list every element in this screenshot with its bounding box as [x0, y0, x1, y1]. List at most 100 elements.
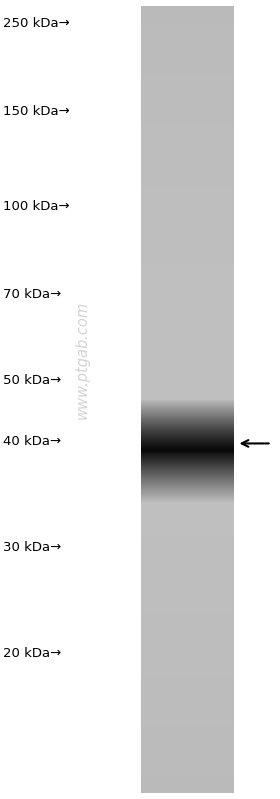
Bar [141, 215, 234, 217]
Bar [141, 169, 234, 172]
Bar [141, 358, 234, 360]
Bar [141, 732, 234, 733]
Bar [141, 696, 234, 698]
Bar [141, 118, 234, 121]
Bar [141, 140, 234, 142]
Bar [141, 627, 234, 630]
Bar [141, 755, 234, 757]
Bar [141, 638, 234, 639]
Text: 100 kDa→: 100 kDa→ [3, 200, 69, 213]
Bar [141, 79, 234, 81]
Bar [141, 6, 234, 8]
Bar [141, 153, 234, 156]
Bar [141, 181, 234, 183]
Bar [141, 771, 234, 773]
Bar [141, 635, 234, 638]
Bar [141, 372, 234, 374]
Bar [141, 152, 234, 153]
Bar [141, 669, 234, 670]
Bar [141, 300, 234, 301]
Bar [141, 411, 234, 413]
Bar [141, 20, 234, 22]
Bar [141, 733, 234, 736]
Bar [141, 566, 234, 569]
Bar [141, 195, 234, 197]
Bar [141, 74, 234, 75]
Bar [141, 663, 234, 665]
Bar [141, 712, 234, 714]
Bar [141, 240, 234, 242]
Bar [141, 765, 234, 767]
Bar [141, 655, 234, 657]
Bar [141, 256, 234, 258]
Bar [141, 301, 234, 303]
Bar [141, 686, 234, 689]
Bar [141, 515, 234, 518]
Bar [141, 775, 234, 777]
Bar [141, 319, 234, 321]
Bar [141, 427, 234, 429]
Bar [141, 187, 234, 189]
Bar [141, 368, 234, 370]
Bar [141, 293, 234, 296]
Bar [141, 616, 234, 618]
Bar [141, 400, 234, 401]
Bar [141, 339, 234, 340]
Bar [141, 456, 234, 459]
Bar [141, 103, 234, 105]
Bar [141, 618, 234, 620]
Bar [141, 417, 234, 419]
Bar [141, 437, 234, 439]
Bar [141, 246, 234, 248]
Bar [141, 561, 234, 562]
Bar [141, 264, 234, 266]
Bar [141, 706, 234, 708]
Bar [141, 763, 234, 765]
Bar [141, 344, 234, 347]
Bar [141, 480, 234, 482]
Bar [141, 415, 234, 417]
Bar [141, 18, 234, 20]
Bar [141, 777, 234, 779]
Bar [141, 598, 234, 600]
Bar [141, 670, 234, 673]
Bar [141, 382, 234, 384]
Bar [141, 55, 234, 58]
Bar [141, 16, 234, 18]
Bar [141, 8, 234, 10]
Bar [141, 380, 234, 382]
Bar [141, 28, 234, 30]
Bar [141, 138, 234, 140]
Bar [141, 471, 234, 472]
Bar [141, 81, 234, 83]
Bar [141, 388, 234, 390]
Bar [141, 498, 234, 499]
Bar [141, 297, 234, 300]
Bar [141, 63, 234, 66]
Bar [141, 207, 234, 209]
Bar [141, 557, 234, 559]
Bar [141, 474, 234, 476]
Bar [141, 769, 234, 771]
Bar [141, 673, 234, 674]
Bar [141, 549, 234, 551]
Bar [141, 643, 234, 646]
Bar [141, 370, 234, 372]
Bar [141, 315, 234, 317]
Bar [141, 602, 234, 604]
Bar [141, 580, 234, 582]
Bar [141, 665, 234, 667]
Bar [141, 252, 234, 254]
Bar [141, 288, 234, 289]
Bar [141, 258, 234, 260]
Bar [141, 244, 234, 246]
Bar [141, 767, 234, 769]
Bar [141, 531, 234, 533]
Bar [141, 66, 234, 67]
Bar [141, 376, 234, 378]
Bar [141, 451, 234, 452]
Bar [141, 130, 234, 132]
Bar [141, 177, 234, 179]
Bar [141, 787, 234, 789]
Bar [141, 667, 234, 669]
